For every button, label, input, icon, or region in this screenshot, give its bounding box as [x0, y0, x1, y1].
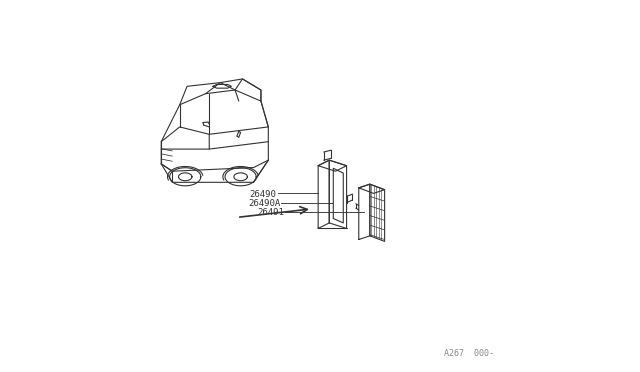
- Text: 26490: 26490: [250, 190, 276, 199]
- Text: 26491: 26491: [257, 208, 284, 217]
- Text: 26490A: 26490A: [248, 199, 280, 208]
- Text: A267  000-: A267 000-: [444, 349, 493, 358]
